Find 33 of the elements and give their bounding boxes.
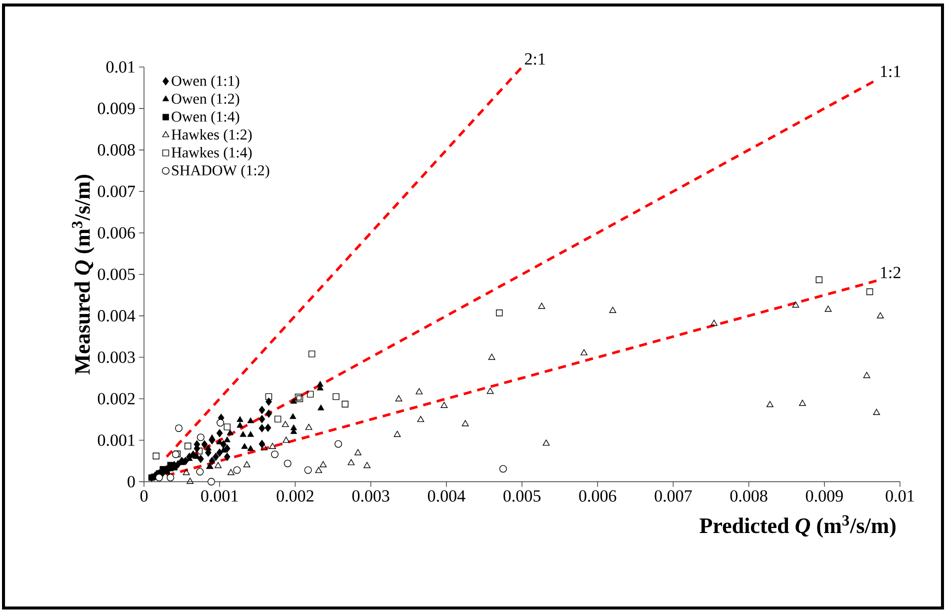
legend-label: Hawkes (1:4) [172, 146, 252, 161]
series-label: 2:1 [524, 53, 545, 65]
x-axis-title: Predicted Q (m$^{3}$/s/m) [700, 515, 896, 538]
series-label: 1:2 [881, 266, 900, 278]
y-tick-label: 0.001 [98, 434, 134, 446]
x-tick-label: 0.003 [352, 490, 390, 502]
x-tick-label: 0.004 [428, 490, 466, 502]
y-tick-label: 0.002 [98, 392, 135, 405]
x-tick-label: 0.001 [201, 490, 238, 502]
y-tick-label: 0.004 [98, 310, 136, 322]
x-tick-label: 0.005 [504, 490, 540, 502]
x-tick-label: 0.01 [886, 490, 914, 502]
series-label: 1:1 [881, 66, 900, 78]
y-tick-label: 0.009 [98, 102, 135, 114]
x-tick-label: 0.007 [654, 490, 692, 502]
y-tick-label: 0.003 [98, 352, 135, 364]
x-tick-label: 0.006 [579, 490, 616, 502]
legend-label: SHADOW (1:2) [172, 164, 270, 178]
y-tick-label: 0.005 [98, 268, 135, 280]
y-axis-title: Measured Q (m$^{3}$/s/m) [72, 174, 94, 374]
x-tick-label: 0.008 [730, 490, 768, 502]
legend-label: Owen (1:1) [172, 75, 240, 89]
legend-label: Owen (1:4) [172, 111, 240, 125]
x-tick-label: 0.009 [806, 490, 843, 502]
x-tick-label: 0.002 [276, 490, 314, 502]
y-tick-label: 0.006 [98, 227, 135, 239]
legend-label: Owen (1:2) [172, 93, 240, 107]
y-tick-label: 0 [128, 476, 135, 488]
y-tick-label: 0.01 [106, 61, 134, 73]
legend-label: Hawkes (1:2) [172, 129, 252, 143]
y-tick-label: 0.008 [98, 144, 135, 156]
x-tick-label: 0 [140, 490, 148, 502]
y-tick-label: 0.007 [98, 186, 135, 198]
